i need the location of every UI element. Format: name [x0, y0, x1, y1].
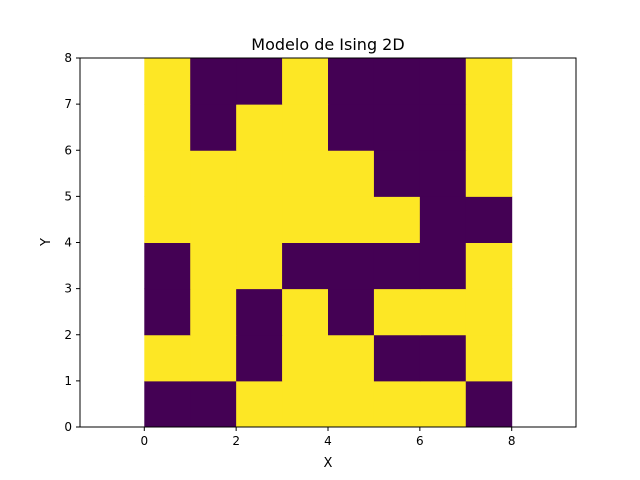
heatmap-cell	[328, 242, 375, 290]
heatmap-cell	[144, 58, 191, 105]
heatmap-cell	[465, 104, 513, 151]
heatmap-cell	[144, 104, 191, 151]
heatmap-cell	[144, 150, 191, 197]
y-tick-label: 3	[64, 282, 72, 296]
heatmap-cell	[419, 58, 467, 105]
heatmap-cell	[190, 58, 237, 105]
heatmap-cell	[373, 288, 421, 336]
heatmap-cell	[328, 58, 375, 105]
x-tick-label: 6	[416, 434, 424, 448]
heatmap-cell	[465, 288, 513, 336]
x-tick-label: 4	[324, 434, 332, 448]
heatmap-cell	[144, 334, 191, 382]
heatmap-cell	[419, 104, 467, 151]
heatmap-cell	[144, 380, 191, 428]
heatmap-cell	[373, 104, 421, 151]
heatmap-cell	[236, 334, 283, 382]
x-tick-label: 8	[508, 434, 516, 448]
heatmap-cell	[282, 150, 329, 197]
y-tick-label: 7	[64, 97, 72, 111]
x-axis-ticks: 0 2 4 6 8	[140, 427, 516, 448]
heatmap-cell	[282, 104, 329, 151]
heatmap-cell	[236, 380, 283, 428]
heatmap-cell	[282, 58, 329, 105]
y-tick-label: 5	[64, 189, 72, 203]
heatmap-cell	[190, 150, 237, 197]
heatmap-cell	[465, 380, 513, 428]
heatmap-cell	[236, 104, 283, 151]
heatmap-cell	[282, 288, 329, 336]
x-axis-label: X	[324, 456, 333, 471]
x-tick-label: 0	[140, 434, 148, 448]
y-tick-label: 4	[64, 236, 72, 250]
heatmap-cell	[419, 242, 467, 290]
heatmap-cell	[236, 58, 283, 105]
heatmap-cell	[236, 288, 283, 336]
heatmap-cell	[190, 196, 237, 243]
heatmap-cell	[328, 334, 375, 382]
heatmap-cell	[419, 334, 467, 382]
y-axis-ticks: 0 1 2 3 4 5 6 7 8	[64, 51, 80, 434]
y-tick-label: 0	[64, 420, 72, 434]
heatmap-cell	[419, 196, 467, 243]
heatmap-cell	[282, 334, 329, 382]
heatmap-cell	[282, 196, 329, 243]
heatmap-cell	[419, 288, 467, 336]
y-tick-label: 8	[64, 51, 72, 65]
heatmap-cell	[373, 380, 421, 428]
heatmap-cell	[282, 242, 329, 290]
heatmap-cell	[190, 242, 237, 290]
heatmap-cell	[144, 288, 191, 336]
heatmap-cell	[190, 288, 237, 336]
heatmap-cells	[144, 58, 513, 428]
heatmap-cell	[236, 196, 283, 243]
heatmap-cell	[419, 380, 467, 428]
heatmap-cell	[373, 196, 421, 243]
heatmap-cell	[328, 150, 375, 197]
heatmap-cell	[190, 380, 237, 428]
heatmap-cell	[373, 150, 421, 197]
heatmap-cell	[144, 242, 191, 290]
heatmap-cell	[236, 150, 283, 197]
heatmap-cell	[328, 104, 375, 151]
heatmap-cell	[328, 288, 375, 336]
heatmap-cell	[465, 242, 513, 290]
heatmap-cell	[465, 58, 513, 105]
heatmap-cell	[465, 196, 513, 243]
chart-title: Modelo de Ising 2D	[251, 35, 404, 54]
y-tick-label: 2	[64, 328, 72, 342]
heatmap-cell	[373, 334, 421, 382]
heatmap-cell	[328, 380, 375, 428]
heatmap-cell	[282, 380, 329, 428]
y-tick-label: 1	[64, 374, 72, 388]
heatmap-cell	[190, 334, 237, 382]
heatmap-cell	[236, 242, 283, 290]
y-tick-label: 6	[64, 143, 72, 157]
heatmap-cell	[328, 196, 375, 243]
heatmap-cell	[373, 58, 421, 105]
heatmap-cell	[465, 150, 513, 197]
y-axis-label: Y	[39, 238, 54, 247]
heatmap-cell	[144, 196, 191, 243]
heatmap-cell	[419, 150, 467, 197]
heatmap-cell	[465, 334, 513, 382]
x-tick-label: 2	[232, 434, 240, 448]
heatmap-cell	[190, 104, 237, 151]
heatmap-cell	[373, 242, 421, 290]
